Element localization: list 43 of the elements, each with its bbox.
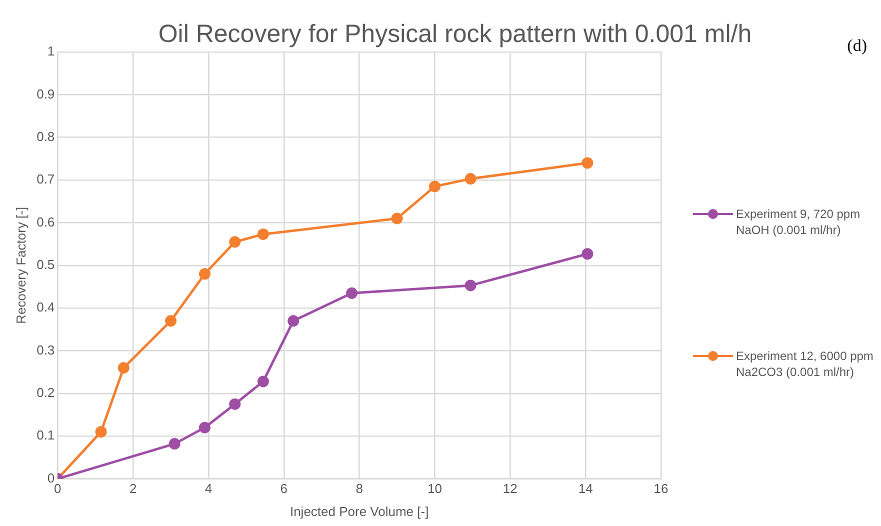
y-tick-label: 0.6	[36, 214, 55, 230]
x-tick-label: 8	[356, 481, 363, 496]
x-tick-label: 6	[280, 481, 288, 496]
x-axis-title: Injected Pore Volume [-]	[290, 504, 429, 519]
x-tick-label: 2	[129, 481, 137, 496]
point	[257, 376, 269, 388]
y-tick-label: 0.1	[36, 428, 55, 443]
point	[118, 362, 130, 374]
point	[582, 157, 594, 169]
y-tick-label: 0.5	[36, 256, 55, 272]
point	[229, 398, 241, 410]
y-tick-label: 0.4	[36, 300, 55, 315]
y-tick-label: 0.8	[36, 128, 55, 144]
point	[429, 180, 440, 192]
y-tick-label: 0.3	[36, 342, 55, 358]
point	[229, 236, 241, 248]
y-axis-title: Recovery Factory [-]	[13, 206, 28, 324]
y-tick-label: 1	[47, 44, 55, 59]
legend-label: Experiment 12, 6000 ppm Na2CO3 (0.001 ml/hr)	[736, 348, 874, 380]
y-tick-label: 0.7	[36, 172, 55, 187]
point	[464, 280, 476, 292]
chart-title: Oil Recovery for Physical rock pattern with 0.001 ml/h	[157, 20, 753, 49]
text: (d)	[847, 36, 867, 56]
y-tick-label: 0.9	[36, 86, 55, 102]
point	[346, 287, 358, 299]
point	[95, 426, 107, 438]
point	[165, 315, 177, 327]
point	[198, 422, 210, 434]
x-tick-label: 4	[204, 481, 212, 496]
point	[257, 228, 269, 240]
point	[198, 268, 210, 280]
x-tick-label: 14	[578, 481, 593, 496]
x-tick-label: 10	[428, 481, 442, 496]
y-tick-label: 0.2	[36, 385, 55, 400]
y-tick-label: 0	[47, 470, 55, 486]
point	[168, 438, 180, 450]
point	[288, 315, 300, 327]
point	[582, 248, 594, 260]
legend-label: Experiment 9, 720 ppm NaOH (0.001 ml/hr)	[736, 206, 862, 238]
x-tick-label: 12	[502, 481, 518, 496]
point	[464, 173, 476, 185]
x-tick-label: 16	[654, 481, 668, 496]
point	[391, 212, 403, 224]
